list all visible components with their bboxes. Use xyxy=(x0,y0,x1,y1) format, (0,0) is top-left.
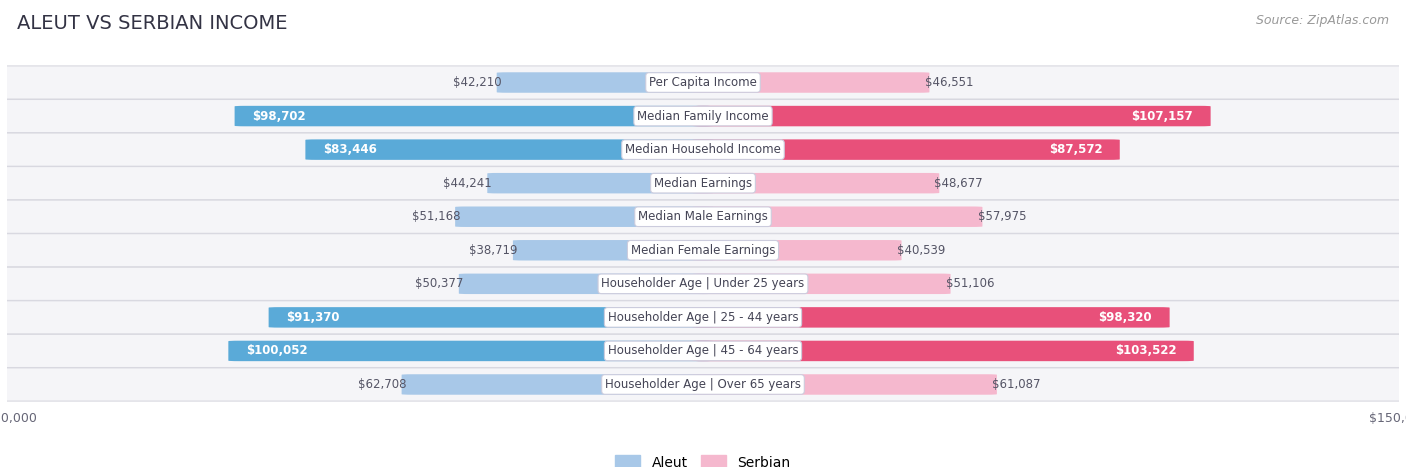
FancyBboxPatch shape xyxy=(693,374,997,395)
FancyBboxPatch shape xyxy=(235,106,713,126)
FancyBboxPatch shape xyxy=(0,200,1406,234)
FancyBboxPatch shape xyxy=(0,334,1406,368)
Text: $48,677: $48,677 xyxy=(935,177,983,190)
FancyBboxPatch shape xyxy=(693,240,901,261)
Text: Median Family Income: Median Family Income xyxy=(637,110,769,122)
FancyBboxPatch shape xyxy=(0,234,1406,267)
Text: $61,087: $61,087 xyxy=(993,378,1040,391)
FancyBboxPatch shape xyxy=(228,341,713,361)
Text: Per Capita Income: Per Capita Income xyxy=(650,76,756,89)
Text: $38,719: $38,719 xyxy=(470,244,517,257)
Text: $51,168: $51,168 xyxy=(412,210,460,223)
FancyBboxPatch shape xyxy=(693,206,983,227)
Text: $87,572: $87,572 xyxy=(1049,143,1102,156)
Text: Householder Age | Over 65 years: Householder Age | Over 65 years xyxy=(605,378,801,391)
Text: $100,052: $100,052 xyxy=(246,345,308,357)
FancyBboxPatch shape xyxy=(693,307,1170,328)
FancyBboxPatch shape xyxy=(456,206,713,227)
Text: Median Female Earnings: Median Female Earnings xyxy=(631,244,775,257)
Text: Householder Age | Under 25 years: Householder Age | Under 25 years xyxy=(602,277,804,290)
FancyBboxPatch shape xyxy=(693,173,939,193)
FancyBboxPatch shape xyxy=(0,133,1406,166)
Text: $50,377: $50,377 xyxy=(415,277,464,290)
Text: $98,702: $98,702 xyxy=(252,110,305,122)
FancyBboxPatch shape xyxy=(305,139,713,160)
FancyBboxPatch shape xyxy=(693,139,1119,160)
Text: $91,370: $91,370 xyxy=(285,311,339,324)
FancyBboxPatch shape xyxy=(693,274,950,294)
Text: $46,551: $46,551 xyxy=(925,76,973,89)
FancyBboxPatch shape xyxy=(693,341,1194,361)
Text: $42,210: $42,210 xyxy=(453,76,502,89)
FancyBboxPatch shape xyxy=(693,106,1211,126)
Text: $62,708: $62,708 xyxy=(359,378,406,391)
FancyBboxPatch shape xyxy=(458,274,713,294)
Text: Source: ZipAtlas.com: Source: ZipAtlas.com xyxy=(1256,14,1389,27)
Text: Householder Age | 25 - 44 years: Householder Age | 25 - 44 years xyxy=(607,311,799,324)
Text: $98,320: $98,320 xyxy=(1098,311,1153,324)
Text: $40,539: $40,539 xyxy=(897,244,945,257)
Text: Median Earnings: Median Earnings xyxy=(654,177,752,190)
FancyBboxPatch shape xyxy=(402,374,713,395)
FancyBboxPatch shape xyxy=(0,99,1406,133)
FancyBboxPatch shape xyxy=(0,167,1406,200)
FancyBboxPatch shape xyxy=(0,368,1406,401)
Text: Householder Age | 45 - 64 years: Householder Age | 45 - 64 years xyxy=(607,345,799,357)
FancyBboxPatch shape xyxy=(496,72,713,93)
FancyBboxPatch shape xyxy=(0,267,1406,300)
Text: $57,975: $57,975 xyxy=(977,210,1026,223)
FancyBboxPatch shape xyxy=(0,301,1406,334)
Text: Median Household Income: Median Household Income xyxy=(626,143,780,156)
FancyBboxPatch shape xyxy=(513,240,713,261)
Legend: Aleut, Serbian: Aleut, Serbian xyxy=(610,450,796,467)
FancyBboxPatch shape xyxy=(0,66,1406,99)
Text: Median Male Earnings: Median Male Earnings xyxy=(638,210,768,223)
FancyBboxPatch shape xyxy=(269,307,713,328)
FancyBboxPatch shape xyxy=(488,173,713,193)
Text: ALEUT VS SERBIAN INCOME: ALEUT VS SERBIAN INCOME xyxy=(17,14,287,33)
Text: $103,522: $103,522 xyxy=(1115,345,1177,357)
Text: $44,241: $44,241 xyxy=(443,177,492,190)
FancyBboxPatch shape xyxy=(693,72,929,93)
Text: $107,157: $107,157 xyxy=(1132,110,1194,122)
Text: $83,446: $83,446 xyxy=(323,143,377,156)
Text: $51,106: $51,106 xyxy=(946,277,994,290)
